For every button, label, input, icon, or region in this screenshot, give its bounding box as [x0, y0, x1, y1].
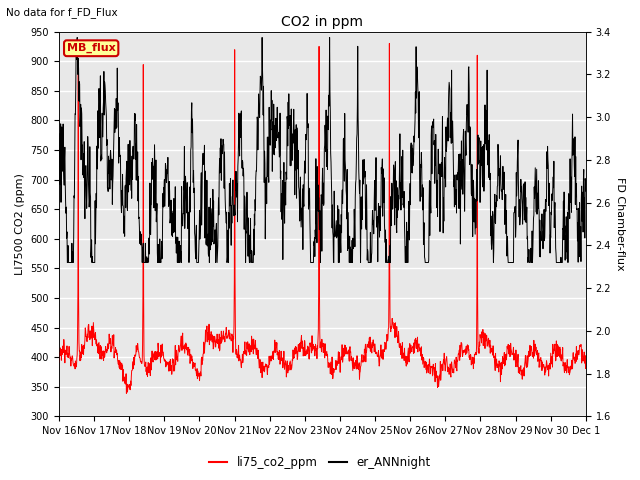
Legend: li75_co2_ppm, er_ANNnight: li75_co2_ppm, er_ANNnight — [205, 452, 435, 474]
Text: MB_flux: MB_flux — [67, 43, 116, 53]
Y-axis label: LI7500 CO2 (ppm): LI7500 CO2 (ppm) — [15, 173, 25, 275]
Title: CO2 in ppm: CO2 in ppm — [282, 15, 364, 29]
Text: No data for f_FD_Flux: No data for f_FD_Flux — [6, 7, 118, 18]
Y-axis label: FD Chamber-flux: FD Chamber-flux — [615, 177, 625, 271]
